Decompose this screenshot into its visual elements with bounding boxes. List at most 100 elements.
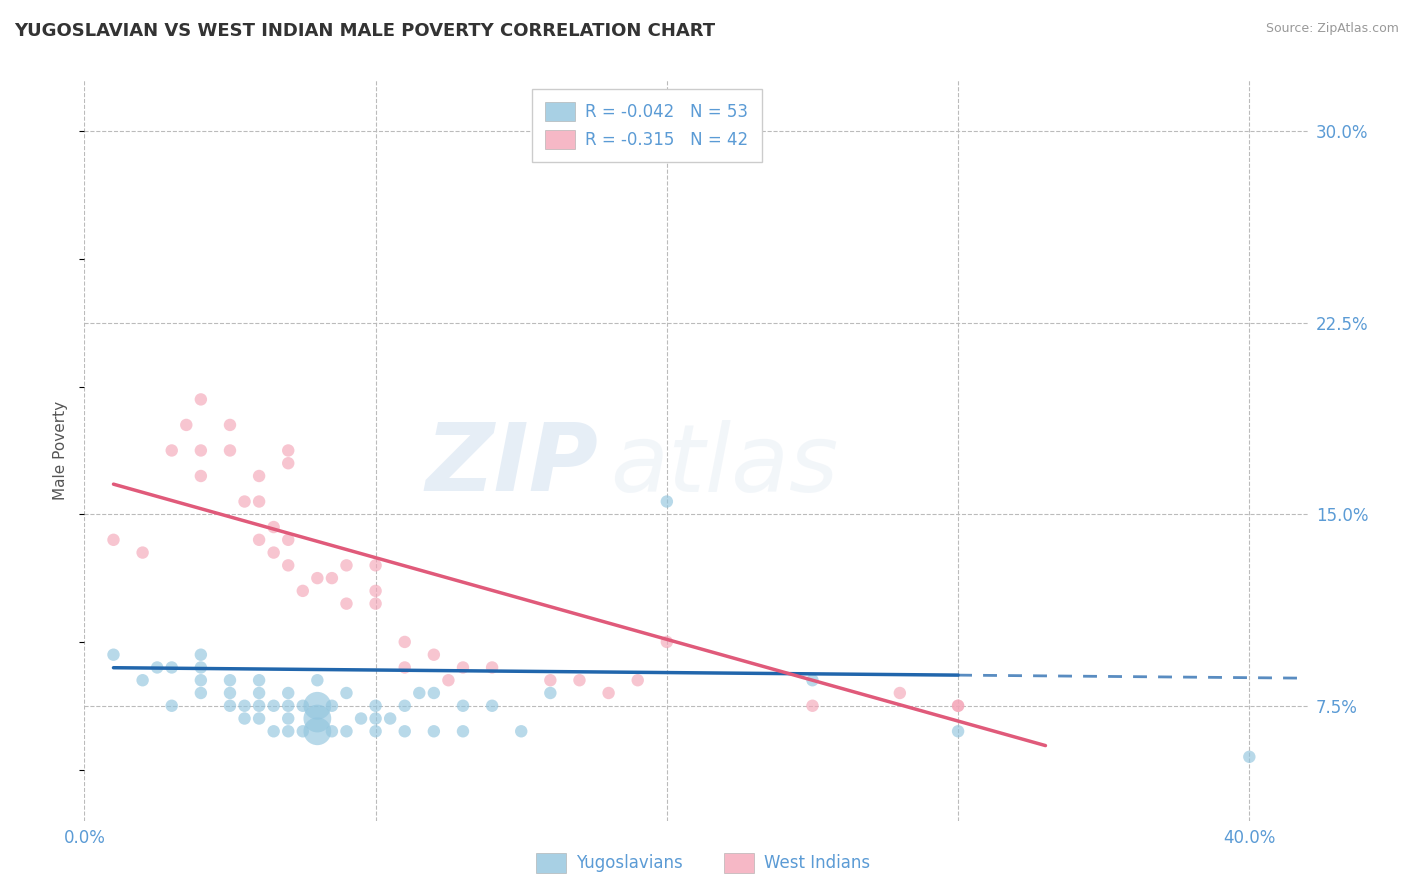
Point	[321, 724, 343, 739]
Point	[131, 545, 153, 559]
Point	[568, 673, 591, 688]
Point	[247, 712, 270, 726]
Point	[131, 673, 153, 688]
Point	[627, 673, 650, 688]
Point	[889, 686, 911, 700]
Point	[423, 648, 446, 662]
Point	[364, 558, 387, 573]
Point	[233, 698, 256, 713]
Point	[277, 443, 299, 458]
Point	[277, 456, 299, 470]
Point	[364, 724, 387, 739]
Point	[277, 712, 299, 726]
Point	[247, 698, 270, 713]
Point	[335, 686, 357, 700]
Point	[364, 712, 387, 726]
Point	[451, 660, 474, 674]
Point	[263, 520, 285, 534]
Point	[291, 583, 314, 598]
Point	[247, 469, 270, 483]
Point	[160, 443, 183, 458]
Point	[801, 698, 824, 713]
Point	[307, 698, 329, 713]
Point	[801, 673, 824, 688]
Point	[423, 724, 446, 739]
Point	[291, 724, 314, 739]
Point	[233, 712, 256, 726]
Point	[190, 443, 212, 458]
Legend: R = -0.042   N = 53, R = -0.315   N = 42: R = -0.042 N = 53, R = -0.315 N = 42	[531, 88, 762, 162]
Point	[335, 597, 357, 611]
Point	[219, 686, 242, 700]
Point	[598, 686, 620, 700]
Point	[247, 494, 270, 508]
Point	[321, 698, 343, 713]
Point	[103, 533, 125, 547]
Point	[307, 724, 329, 739]
Point	[190, 648, 212, 662]
Point	[190, 686, 212, 700]
Point	[350, 712, 373, 726]
Point	[219, 417, 242, 432]
Text: atlas: atlas	[610, 420, 838, 511]
Point	[655, 494, 678, 508]
Point	[247, 533, 270, 547]
Point	[335, 558, 357, 573]
Point	[263, 545, 285, 559]
Point	[946, 698, 969, 713]
Point	[451, 698, 474, 713]
Text: ZIP: ZIP	[425, 419, 598, 511]
Point	[103, 648, 125, 662]
Point	[380, 712, 402, 726]
Point	[146, 660, 169, 674]
Point	[655, 635, 678, 649]
Point	[160, 660, 183, 674]
Point	[219, 673, 242, 688]
Point	[263, 724, 285, 739]
Point	[307, 571, 329, 585]
Point	[277, 533, 299, 547]
Text: Source: ZipAtlas.com: Source: ZipAtlas.com	[1265, 22, 1399, 36]
Point	[408, 686, 430, 700]
Point	[538, 686, 561, 700]
Text: YUGOSLAVIAN VS WEST INDIAN MALE POVERTY CORRELATION CHART: YUGOSLAVIAN VS WEST INDIAN MALE POVERTY …	[14, 22, 716, 40]
Point	[364, 597, 387, 611]
Point	[233, 494, 256, 508]
Point	[321, 571, 343, 585]
Point	[510, 724, 533, 739]
Point	[394, 635, 416, 649]
Point	[277, 686, 299, 700]
Point	[190, 469, 212, 483]
Point	[160, 698, 183, 713]
Point	[307, 712, 329, 726]
Point	[451, 724, 474, 739]
Point	[247, 673, 270, 688]
Point	[277, 558, 299, 573]
Point	[335, 724, 357, 739]
Legend: Yugoslavians, West Indians: Yugoslavians, West Indians	[529, 847, 877, 880]
Point	[190, 392, 212, 407]
Point	[190, 673, 212, 688]
Point	[277, 724, 299, 739]
Point	[190, 660, 212, 674]
Point	[394, 698, 416, 713]
Point	[277, 698, 299, 713]
Point	[263, 698, 285, 713]
Point	[481, 660, 503, 674]
Point	[423, 686, 446, 700]
Point	[307, 673, 329, 688]
Point	[946, 698, 969, 713]
Point	[219, 443, 242, 458]
Point	[481, 698, 503, 713]
Point	[219, 698, 242, 713]
Point	[394, 660, 416, 674]
Point	[364, 583, 387, 598]
Point	[364, 698, 387, 713]
Point	[437, 673, 460, 688]
Point	[394, 724, 416, 739]
Point	[247, 686, 270, 700]
Point	[946, 724, 969, 739]
Y-axis label: Male Poverty: Male Poverty	[53, 401, 69, 500]
Point	[291, 698, 314, 713]
Point	[538, 673, 561, 688]
